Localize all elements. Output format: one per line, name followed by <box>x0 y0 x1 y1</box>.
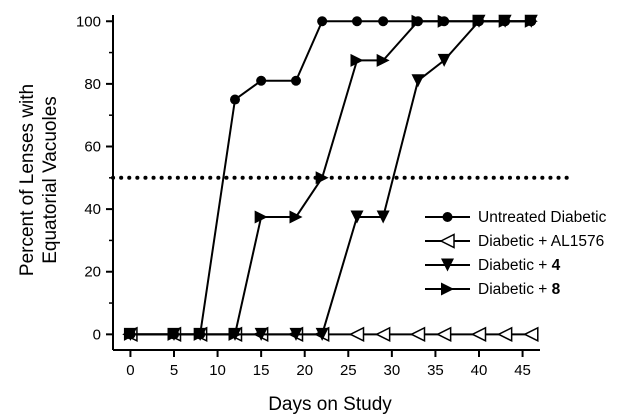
data-point <box>350 53 364 67</box>
data-point <box>315 327 329 341</box>
x-tick-label: 0 <box>126 362 134 379</box>
y-axis-label-line-2: Equatorial Vacuoles <box>40 96 61 264</box>
x-tick-label: 25 <box>340 362 357 379</box>
data-point <box>523 326 539 343</box>
legend-marker <box>441 258 454 272</box>
data-point <box>378 16 389 27</box>
x-tick-label: 5 <box>170 362 178 379</box>
y-tick-label: 80 <box>84 76 101 93</box>
data-point <box>411 14 425 28</box>
legend-label: Diabetic + 8 <box>478 281 561 298</box>
data-point <box>472 14 486 28</box>
legend-marker <box>441 282 454 296</box>
x-axis-label: Days on Study <box>268 394 392 415</box>
data-point <box>374 326 391 343</box>
y-tick-label: 60 <box>84 138 101 155</box>
x-tick-label: 15 <box>253 362 270 379</box>
data-point <box>289 210 303 224</box>
y-tick-label: 0 <box>93 326 101 343</box>
data-point <box>435 326 452 343</box>
data-point <box>498 14 512 28</box>
data-point <box>376 210 390 224</box>
legend-label: Diabetic + 4 <box>478 257 561 274</box>
data-point <box>193 327 207 341</box>
legend-item-0: Untreated Diabetic <box>425 209 607 226</box>
y-tick-label: 20 <box>84 264 101 281</box>
x-tick-label: 20 <box>296 362 313 379</box>
data-point <box>289 327 303 341</box>
axes: 0 20 40 60 80 100 0 5 10 15 20 25 30 35 40 45 <box>76 13 540 379</box>
legend-marker <box>439 233 455 249</box>
data-point <box>228 327 242 341</box>
x-tick-label: 45 <box>514 362 531 379</box>
data-point <box>230 94 240 105</box>
data-point <box>315 171 329 185</box>
data-point <box>256 75 267 86</box>
data-point <box>524 14 538 28</box>
series-layer <box>122 14 539 343</box>
legend-label: Untreated Diabetic <box>478 209 607 226</box>
legend-marker <box>442 212 453 222</box>
x-tick-label: 40 <box>471 362 488 379</box>
legend-label: Diabetic + AL1576 <box>478 233 604 250</box>
data-point <box>496 326 513 343</box>
data-point <box>352 16 362 27</box>
data-point <box>470 326 487 343</box>
x-tick-label: 10 <box>209 362 226 379</box>
data-point <box>350 210 364 224</box>
series-3 <box>123 14 538 341</box>
data-point <box>254 210 268 224</box>
legend-item-1: Diabetic + AL1576 <box>425 233 604 250</box>
y-tick-label: 100 <box>76 13 101 30</box>
data-point <box>317 16 328 27</box>
data-point <box>291 75 301 86</box>
data-point <box>376 53 390 67</box>
data-point <box>437 14 451 28</box>
y-tick-label: 40 <box>84 201 101 218</box>
legend-item-2: Diabetic + 4 <box>425 257 561 274</box>
data-point <box>409 326 426 343</box>
data-point <box>411 74 425 88</box>
x-tick-label: 35 <box>427 362 444 379</box>
data-point <box>167 327 181 341</box>
legend-item-3: Diabetic + 8 <box>425 281 561 298</box>
x-tick-label: 30 <box>384 362 401 379</box>
data-point <box>348 326 365 343</box>
y-axis-label-line-1: Percent of Lenses with <box>17 84 38 276</box>
data-point <box>437 53 451 67</box>
legend: Untreated Diabetic Diabetic + AL1576 Diabe… <box>425 209 607 298</box>
data-point <box>123 327 137 341</box>
data-point <box>254 327 268 341</box>
